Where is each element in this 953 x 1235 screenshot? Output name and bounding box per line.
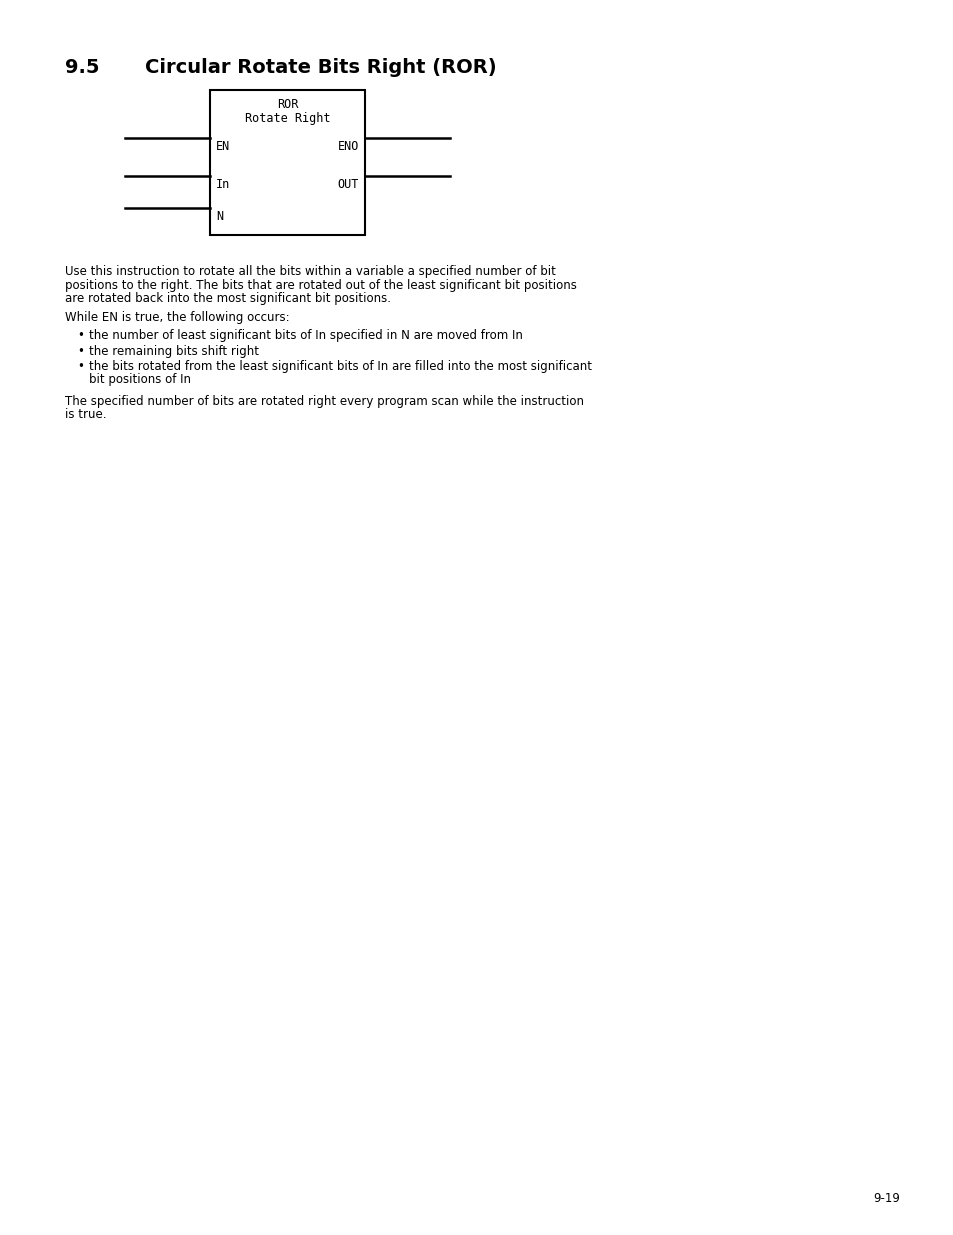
Text: •: • — [77, 359, 84, 373]
Text: bit positions of In: bit positions of In — [89, 373, 191, 387]
Text: ROR: ROR — [276, 98, 298, 111]
Text: are rotated back into the most significant bit positions.: are rotated back into the most significa… — [65, 291, 391, 305]
Text: The specified number of bits are rotated right every program scan while the inst: The specified number of bits are rotated… — [65, 395, 583, 408]
Text: Circular Rotate Bits Right (ROR): Circular Rotate Bits Right (ROR) — [145, 58, 497, 77]
Text: Rotate Right: Rotate Right — [245, 112, 330, 125]
Text: •: • — [77, 345, 84, 357]
Text: 9.5: 9.5 — [65, 58, 99, 77]
Text: EN: EN — [215, 140, 230, 153]
Text: the remaining bits shift right: the remaining bits shift right — [89, 345, 258, 357]
Text: N: N — [215, 210, 223, 224]
Text: 9-19: 9-19 — [872, 1192, 899, 1205]
Text: the number of least significant bits of In specified in N are moved from In: the number of least significant bits of … — [89, 329, 522, 342]
Text: In: In — [215, 178, 230, 191]
Text: OUT: OUT — [337, 178, 358, 191]
Bar — [210, 90, 365, 235]
Text: is true.: is true. — [65, 409, 107, 421]
Text: While EN is true, the following occurs:: While EN is true, the following occurs: — [65, 311, 290, 325]
Text: Use this instruction to rotate all the bits within a variable a specified number: Use this instruction to rotate all the b… — [65, 266, 556, 278]
Text: •: • — [77, 329, 84, 342]
Text: ENO: ENO — [337, 140, 358, 153]
Text: the bits rotated from the least significant bits of In are filled into the most : the bits rotated from the least signific… — [89, 359, 592, 373]
Text: positions to the right. The bits that are rotated out of the least significant b: positions to the right. The bits that ar… — [65, 279, 577, 291]
